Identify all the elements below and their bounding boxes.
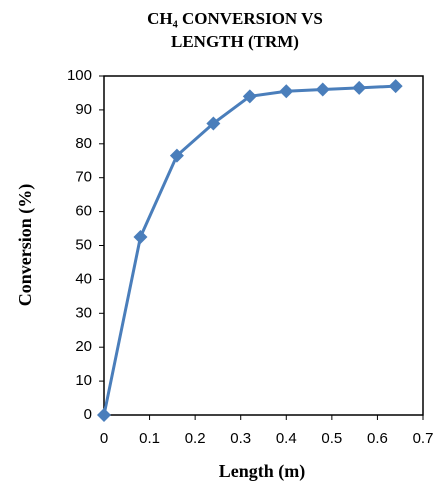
x-tick-label: 0.6 — [367, 430, 388, 447]
y-tick-label: 100 — [67, 67, 92, 84]
y-tick-label: 60 — [75, 203, 92, 220]
x-tick-label: 0.3 — [230, 430, 251, 447]
series-line — [102, 84, 396, 416]
x-tick-label: 0.7 — [413, 430, 434, 447]
marker-diamond — [315, 82, 330, 97]
y-axis-label: Conversion (%) — [15, 184, 36, 307]
y-tick-label: 40 — [75, 270, 92, 287]
x-tick-label: 0.4 — [276, 430, 297, 447]
y-tick-label: 80 — [75, 135, 92, 152]
y-tick-label: 50 — [75, 236, 92, 253]
chart-title: CH₄ CONVERSION VS — [147, 9, 323, 28]
marker-diamond — [279, 84, 294, 99]
x-tick-label: 0.2 — [185, 430, 206, 447]
plot-area — [103, 75, 424, 416]
marker-diamond — [169, 148, 184, 163]
x-axis-label: Length (m) — [219, 461, 306, 482]
marker-diamond — [206, 116, 221, 131]
y-tick-label: 0 — [84, 406, 92, 423]
y-tick-label: 90 — [75, 101, 92, 118]
x-tick-label: 0 — [100, 430, 108, 447]
marker-diamond — [242, 89, 257, 104]
x-tick-label: 0.5 — [321, 430, 342, 447]
marker-diamond — [97, 408, 111, 422]
y-tick-label: 70 — [75, 169, 92, 186]
marker-diamond — [133, 230, 148, 245]
y-tick-label: 30 — [75, 304, 92, 321]
y-tick-label: 20 — [75, 338, 92, 355]
y-tick-label: 10 — [75, 372, 92, 389]
marker-diamond — [352, 80, 367, 95]
x-tick-label: 0.1 — [139, 430, 160, 447]
marker-diamond — [388, 79, 403, 94]
chart-title: LENGTH (TRM) — [171, 32, 299, 51]
